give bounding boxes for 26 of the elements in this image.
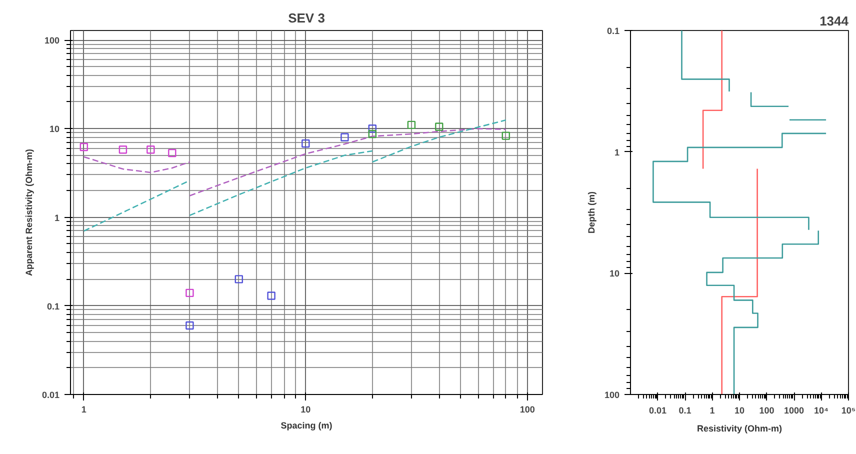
y-tick-label: 0.1 bbox=[46, 301, 60, 312]
x-tick-label: 100 bbox=[759, 406, 774, 416]
x-tick-label: 1000 bbox=[784, 406, 804, 416]
x-tick-label: 100 bbox=[520, 404, 535, 414]
chart-title: 1344 bbox=[820, 14, 850, 28]
y-tick-label: 100 bbox=[604, 390, 620, 400]
y-axis-title: Depth (m) bbox=[586, 191, 596, 234]
y-axis-title: Apparent Resistivity (Ohm-m) bbox=[24, 148, 34, 276]
x-tick-label: 0.1 bbox=[678, 406, 692, 416]
x-tick-label: 10⁵ bbox=[841, 406, 856, 416]
y-tick-label: 0.1 bbox=[606, 26, 620, 36]
x-axis-title: Spacing (m) bbox=[280, 420, 332, 430]
x-tick-label: 10⁴ bbox=[814, 406, 828, 416]
y-tick-label: 1 bbox=[614, 147, 620, 158]
x-tick-label: 10 bbox=[300, 404, 311, 414]
x-axis-title: Resistivity (Ohm-m) bbox=[696, 424, 782, 434]
x-tick-label: 0.01 bbox=[648, 406, 667, 416]
x-tick-label: 10 bbox=[734, 406, 745, 416]
x-tick-label: 1 bbox=[710, 406, 715, 416]
y-tick-label: 100 bbox=[44, 36, 60, 46]
y-tick-label: 10 bbox=[49, 124, 60, 134]
y-tick-label: 0.01 bbox=[42, 390, 60, 400]
x-tick-label: 1 bbox=[81, 404, 86, 414]
y-tick-label: 10 bbox=[609, 268, 620, 279]
y-tick-label: 1 bbox=[54, 212, 60, 223]
chart-title: SEV 3 bbox=[288, 10, 325, 26]
